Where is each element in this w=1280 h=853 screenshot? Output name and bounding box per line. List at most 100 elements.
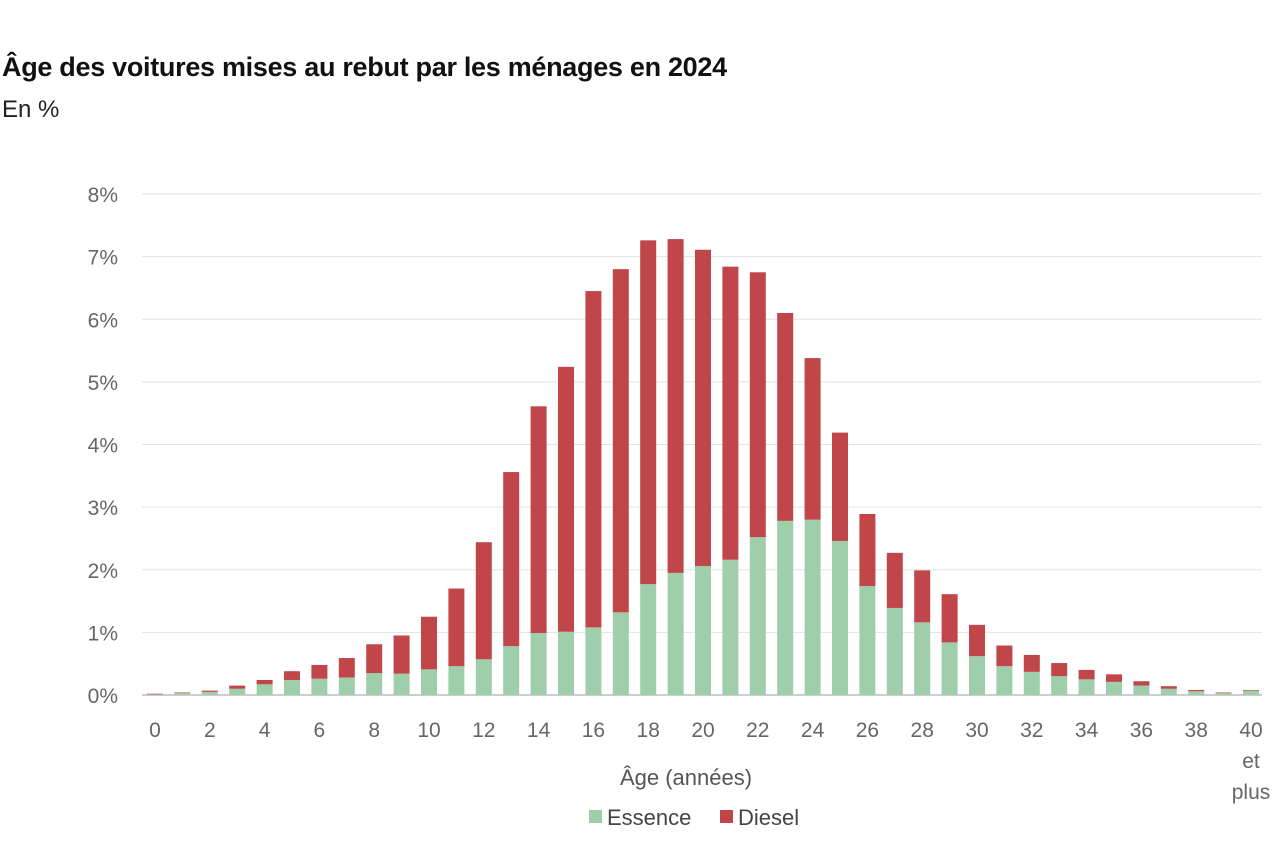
bar-essence: [311, 678, 328, 695]
bar-essence: [421, 669, 437, 695]
bar-essence: [1106, 681, 1122, 695]
bar-diesel: [612, 269, 629, 613]
bar-essence: [338, 677, 355, 695]
bar-essence: [174, 693, 191, 695]
bar-essence: [1188, 691, 1205, 695]
bar-diesel: [311, 664, 328, 679]
bar-diesel: [1243, 689, 1259, 691]
x-tick-label: 2: [204, 719, 216, 742]
bar-essence: [749, 537, 766, 695]
y-tick-label: 7%: [88, 247, 118, 270]
bar-essence: [448, 666, 465, 695]
bar-essence: [530, 633, 547, 695]
bar-essence: [256, 684, 273, 695]
bar-essence: [1133, 685, 1150, 695]
bar-essence: [475, 659, 492, 695]
y-tick-label: 6%: [88, 309, 118, 332]
bar-diesel: [1023, 654, 1040, 672]
bars: [147, 239, 1259, 695]
x-tick-label: 8: [368, 719, 380, 742]
bar-diesel: [147, 693, 163, 695]
x-axis-ticks: 0 2 4 6 8 10 12 14 16 18 20 22 24 26 28 30 32 34 36 38 40 et p…: [149, 719, 1270, 804]
bar-diesel: [1160, 686, 1177, 689]
bar-essence: [695, 565, 711, 695]
bar-essence: [996, 666, 1013, 695]
bar-diesel: [695, 249, 711, 566]
y-axis-ticks: 0% 1% 2% 3% 4% 5% 6% 7% 8%: [88, 184, 118, 708]
bar-essence: [558, 631, 574, 695]
bar-diesel: [503, 472, 520, 647]
bar-diesel: [1078, 669, 1095, 680]
bar-essence: [914, 622, 931, 695]
y-tick-label: 0%: [88, 685, 118, 708]
bar-diesel: [832, 432, 848, 541]
bar-diesel: [667, 239, 684, 573]
bar-diesel: [530, 406, 547, 634]
x-tick-label: 6: [314, 719, 326, 742]
bar-diesel: [256, 679, 273, 685]
legend-label-essence: Essence: [607, 805, 691, 830]
bar-diesel: [1106, 674, 1122, 682]
chart-title: Âge des voitures mises au rebut par les …: [2, 52, 727, 82]
bar-diesel: [421, 616, 437, 670]
bar-essence: [667, 572, 684, 695]
bar-essence: [832, 540, 848, 695]
bar-essence: [585, 627, 602, 695]
bar-diesel: [722, 266, 739, 560]
legend-label-diesel: Diesel: [738, 805, 799, 830]
bar-diesel: [284, 671, 300, 680]
bar-essence: [503, 646, 520, 695]
x-tick-label: 18: [637, 719, 660, 742]
x-tick-label: 26: [856, 719, 879, 742]
bar-diesel: [1051, 663, 1068, 677]
bar-essence: [147, 694, 163, 695]
bar-essence: [640, 584, 657, 695]
bar-diesel: [640, 240, 657, 585]
x-tick-label: 40 et plus: [1232, 719, 1271, 804]
bar-essence: [1078, 679, 1095, 695]
x-tick-label: 38: [1185, 719, 1208, 742]
bar-essence: [941, 642, 958, 695]
bar-diesel: [1133, 681, 1150, 686]
bar-essence: [777, 520, 794, 695]
x-tick-label: 4: [259, 719, 271, 742]
bar-essence: [229, 688, 246, 695]
x-tick-label: 0: [149, 719, 161, 742]
x-tick-label: 30: [965, 719, 988, 742]
bar-diesel: [558, 366, 574, 632]
bar-essence: [859, 586, 876, 695]
x-tick-label: 20: [691, 719, 714, 742]
x-tick-label: 10: [417, 719, 440, 742]
bar-essence: [284, 679, 300, 695]
y-tick-label: 8%: [88, 184, 118, 207]
bar-diesel: [448, 588, 465, 667]
bar-essence: [393, 673, 410, 695]
y-tick-label: 2%: [88, 560, 118, 583]
x-axis-label: Âge (années): [620, 765, 752, 790]
bar-diesel: [777, 312, 794, 521]
bar-essence: [201, 691, 218, 695]
bar-essence: [366, 673, 383, 695]
bar-diesel: [229, 685, 246, 689]
legend: Essence Diesel: [589, 805, 799, 830]
x-tick-label: 14: [527, 719, 551, 742]
bar-essence: [1215, 693, 1232, 695]
x-tick-label: 36: [1130, 719, 1153, 742]
bar-essence: [886, 607, 903, 695]
x-tick-label: 12: [472, 719, 495, 742]
bar-diesel: [174, 692, 191, 694]
x-tick-label: 24: [801, 719, 825, 742]
bar-diesel: [1188, 689, 1205, 692]
bar-diesel: [914, 570, 931, 623]
bar-diesel: [859, 514, 876, 587]
x-tick-label: 32: [1020, 719, 1043, 742]
bar-essence: [969, 656, 985, 695]
bar-essence: [1243, 690, 1259, 695]
bar-essence: [1051, 676, 1068, 695]
y-tick-label: 5%: [88, 372, 118, 395]
bar-diesel: [201, 690, 218, 692]
chart-subtitle: En %: [2, 96, 60, 123]
legend-swatch-diesel: [720, 810, 733, 823]
bar-essence: [804, 519, 821, 695]
bar-diesel: [996, 645, 1013, 667]
